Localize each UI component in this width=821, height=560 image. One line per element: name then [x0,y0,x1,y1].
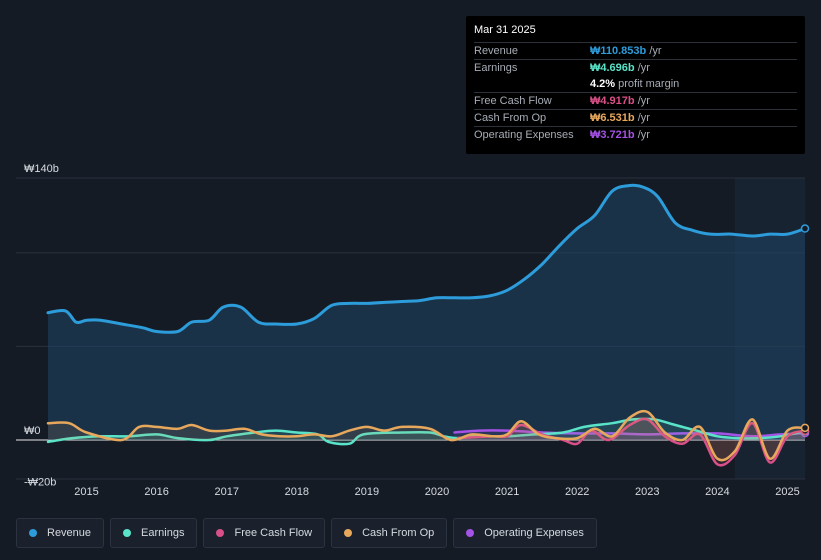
legend-item-free-cash-flow[interactable]: Free Cash Flow [203,518,326,548]
cash-from-op-end-marker [800,423,810,433]
free-cash-flow-area [458,418,805,466]
tooltip-row-label: Operating Expenses [474,129,574,141]
revenue-end-marker [800,224,810,233]
tooltip-row-value: ₩3.721b /yr [590,129,650,141]
x-tick-label: 2019 [355,486,379,498]
cash-from-op-line [46,409,807,462]
tooltip-row: Revenue ₩110.853b /yr [474,42,797,59]
revenue-area [48,185,805,440]
x-tick-label: 2015 [74,486,98,498]
tooltip-row-value: ₩110.853b /yr [590,45,662,57]
x-tick-label: 2020 [425,486,449,498]
legend-item-revenue[interactable]: Revenue [16,518,105,548]
tooltip-row-value: ₩6.531b /yr [590,112,650,124]
legend-dot-icon [466,529,475,537]
x-tick-label: 2022 [565,486,589,498]
tooltip-panel: Mar 31 2025 Revenue ₩110.853b /yr Earnings… [466,16,805,154]
tooltip-date: Mar 31 2025 [474,24,536,36]
x-tick-label: 2021 [495,486,519,498]
revenue-line [46,183,807,334]
tooltip-row-label: Earnings [474,62,518,74]
tooltip-row: Free Cash Flow ₩4.917b /yr [474,92,797,109]
x-tick-label: 2025 [775,486,799,498]
tooltip-row: 4.2% profit margin [474,76,797,92]
legend: Revenue Earnings Free Cash Flow Cash From O… [16,518,597,548]
legend-dot-icon [344,529,353,537]
tooltip-row-label: Cash From Op [474,112,547,124]
y-tick-label: ₩140b [24,163,59,175]
x-tick-label: 2016 [144,486,168,498]
legend-label: Free Cash Flow [234,527,313,539]
legend-dot-icon [216,529,225,537]
y-tick-label: -₩20b [24,476,56,488]
tooltip-row-label: Free Cash Flow [474,95,552,107]
legend-label: Operating Expenses [484,527,584,539]
legend-label: Revenue [47,527,92,539]
tooltip-row-value: ₩4.917b /yr [590,95,650,107]
tooltip-row: Operating Expenses ₩3.721b /yr [474,126,797,143]
operating-expenses-line [453,429,807,438]
tooltip-row: Cash From Op ₩6.531b /yr [474,109,797,126]
tooltip-row-value: ₩4.696b /yr [590,62,650,74]
legend-dot-icon [123,529,132,537]
y-tick-label: ₩0 [24,425,41,437]
legend-item-operating-expenses[interactable]: Operating Expenses [453,518,597,548]
x-tick-label: 2024 [705,486,729,498]
legend-item-cash-from-op[interactable]: Cash From Op [331,518,448,548]
x-tick-label: 2017 [214,486,238,498]
tooltip-row: Earnings ₩4.696b /yr [474,59,797,76]
x-tick-label: 2018 [285,486,309,498]
tooltip-row-value: 4.2% profit margin [590,78,680,90]
cash-from-op-area [48,411,805,461]
legend-dot-icon [29,529,37,537]
legend-label: Cash From Op [362,527,435,539]
legend-item-earnings[interactable]: Earnings [110,518,198,548]
free-cash-flow-line [456,417,807,467]
x-tick-label: 2023 [635,486,659,498]
legend-label: Earnings [141,527,185,539]
tooltip-row-label: Revenue [474,45,519,57]
earnings-area [48,418,805,445]
